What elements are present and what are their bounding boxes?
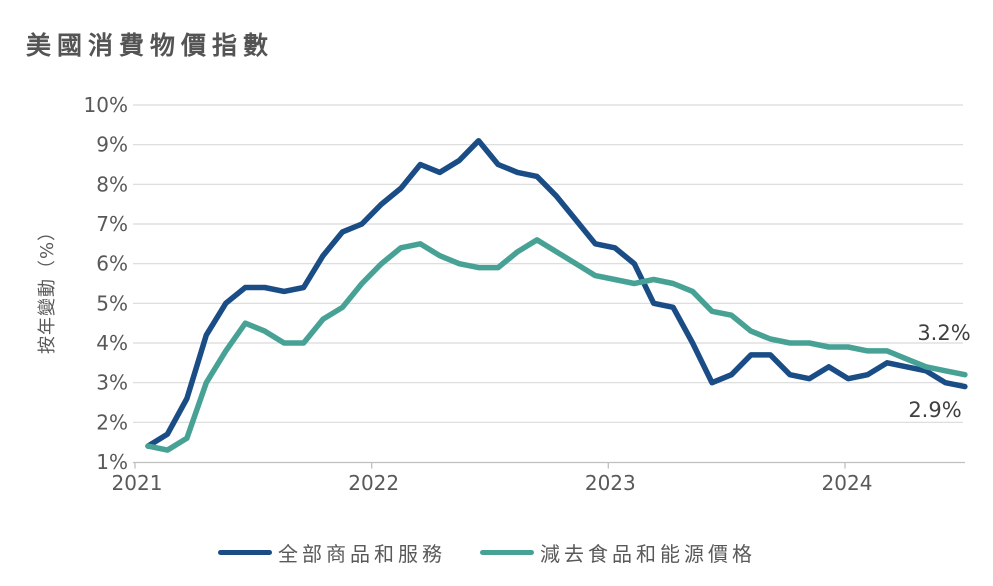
- y-tick-label: 10%: [84, 93, 128, 117]
- chart-title: 美國消費物價指數: [26, 31, 275, 60]
- x-tick-label: 2021: [112, 471, 163, 495]
- x-tick-label: 2024: [822, 471, 873, 495]
- series-end-value-label: 2.9%: [908, 398, 961, 422]
- legend-line-swatch-core: [480, 549, 534, 556]
- series-line-core: [145, 237, 968, 453]
- legend-line-swatch-all-items: [218, 549, 272, 556]
- y-tick-label: 2%: [96, 410, 128, 434]
- legend-label-all-items: 全部商品和服務: [278, 542, 446, 566]
- y-tick-label: 1%: [96, 450, 128, 474]
- y-tick-label: 9%: [96, 133, 128, 157]
- y-tick-label: 5%: [96, 291, 128, 315]
- series-end-value-label: 3.2%: [917, 321, 970, 345]
- y-tick-label: 7%: [96, 212, 128, 236]
- x-tick-label: 2022: [348, 471, 399, 495]
- x-tick-label: 2023: [585, 471, 636, 495]
- y-tick-label: 6%: [96, 252, 128, 276]
- y-tick-label: 4%: [96, 331, 128, 355]
- series-line-all-items: [145, 137, 968, 449]
- y-tick-label: 8%: [96, 172, 128, 196]
- legend: 全部商品和服務 減去食品和能源價格: [218, 538, 756, 567]
- legend-label-core: 減去食品和能源價格: [540, 542, 756, 566]
- legend-item-all-items: 全部商品和服務: [218, 538, 446, 567]
- y-tick-label: 3%: [96, 371, 128, 395]
- legend-item-core: 減去食品和能源價格: [480, 538, 756, 567]
